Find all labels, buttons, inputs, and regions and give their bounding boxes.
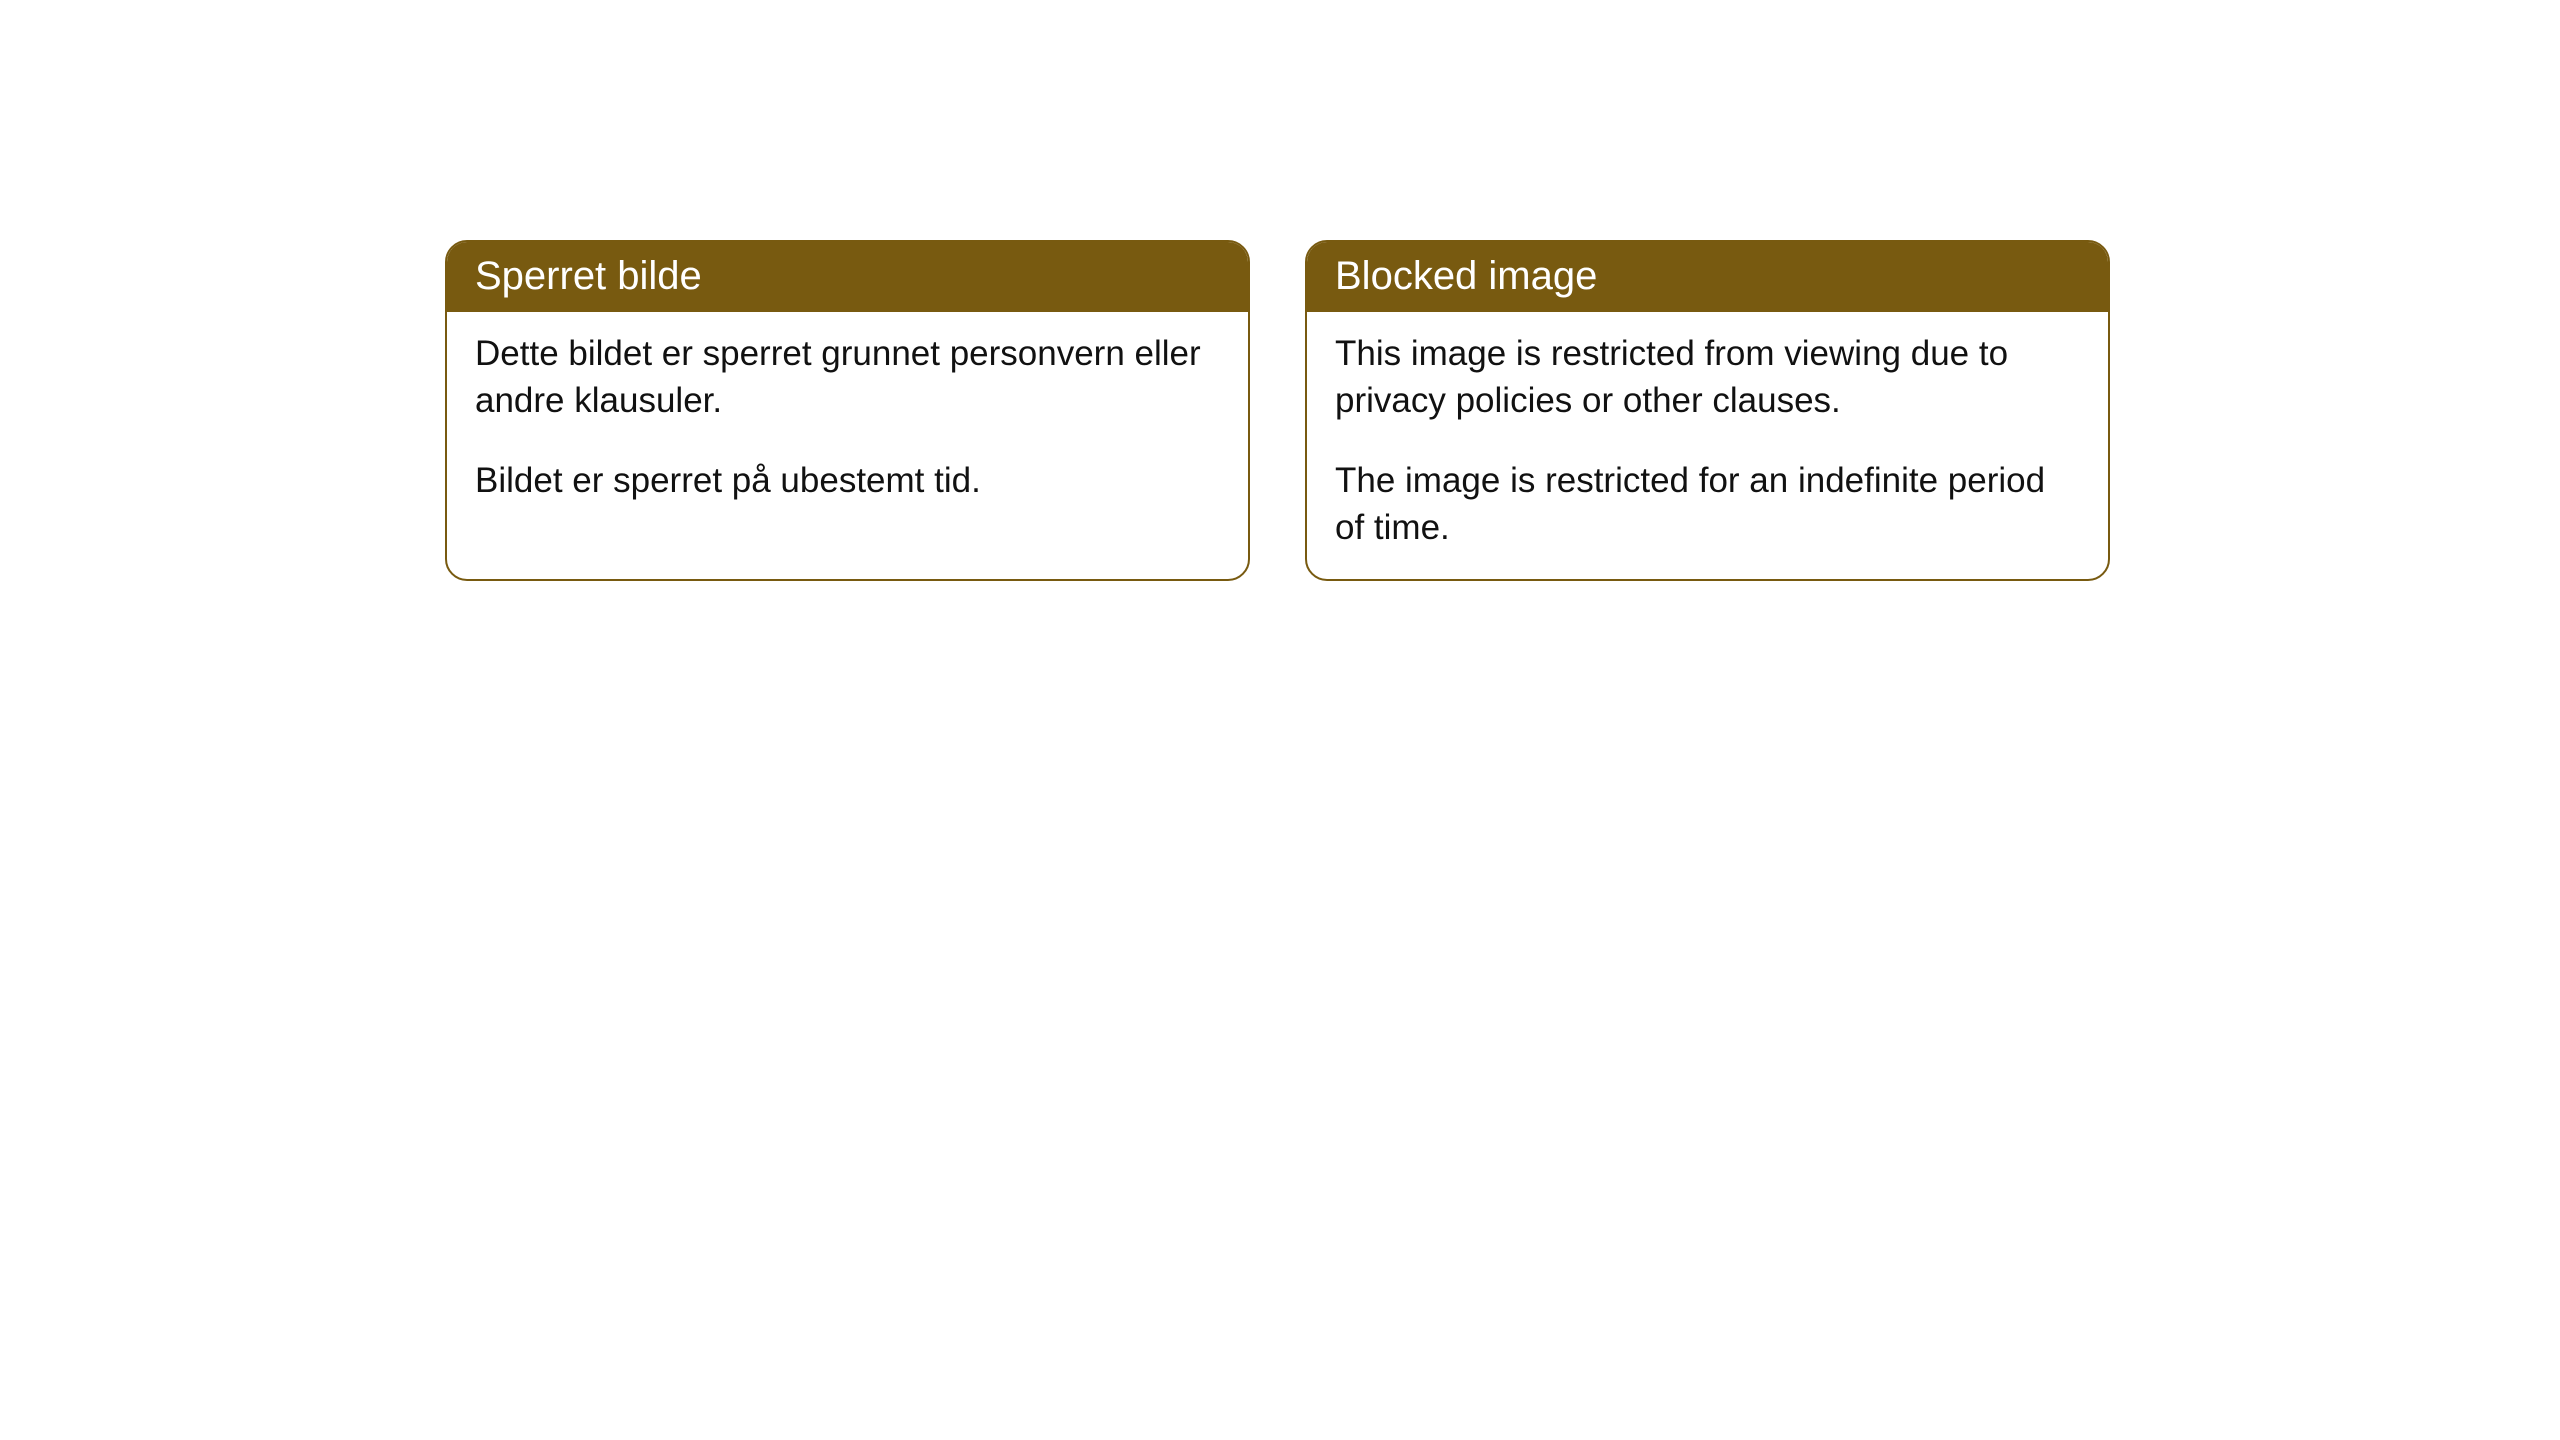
notice-text: Bildet er sperret på ubestemt tid.: [475, 457, 1220, 504]
notice-header-english: Blocked image: [1307, 242, 2108, 312]
notice-text: This image is restricted from viewing du…: [1335, 330, 2080, 425]
notice-body-norwegian: Dette bildet er sperret grunnet personve…: [447, 312, 1248, 532]
notice-card-english: Blocked image This image is restricted f…: [1305, 240, 2110, 581]
notice-text: Dette bildet er sperret grunnet personve…: [475, 330, 1220, 425]
notice-header-norwegian: Sperret bilde: [447, 242, 1248, 312]
notice-container: Sperret bilde Dette bildet er sperret gr…: [0, 0, 2560, 581]
notice-body-english: This image is restricted from viewing du…: [1307, 312, 2108, 579]
notice-card-norwegian: Sperret bilde Dette bildet er sperret gr…: [445, 240, 1250, 581]
notice-text: The image is restricted for an indefinit…: [1335, 457, 2080, 552]
